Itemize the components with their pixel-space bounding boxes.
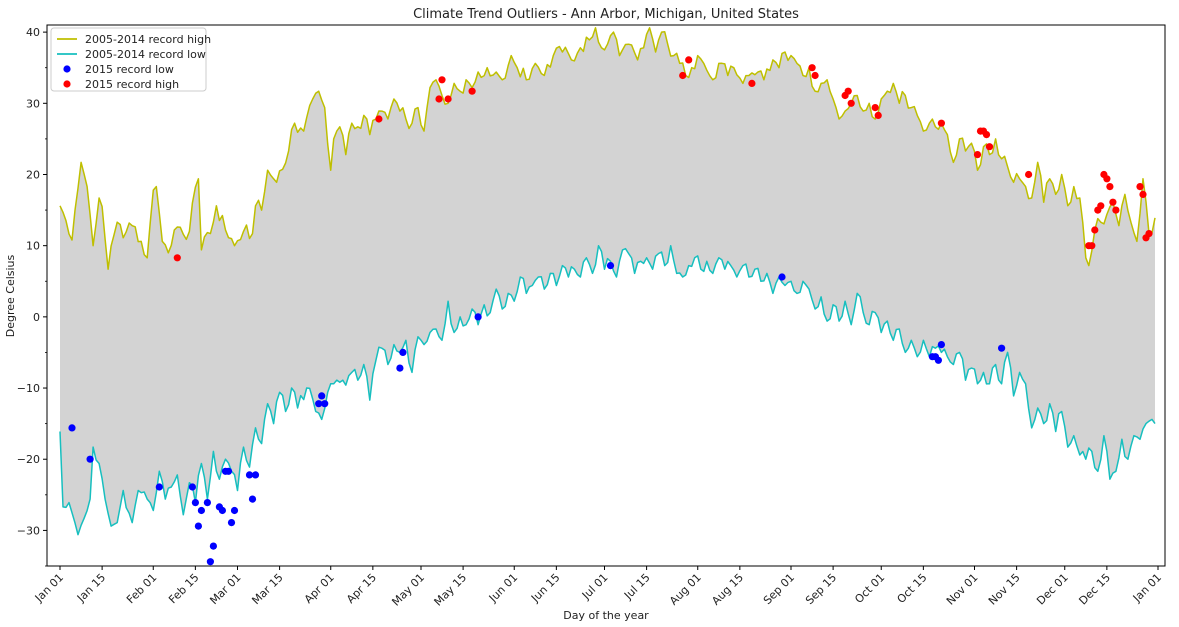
- y-tick-label: 0: [33, 311, 40, 324]
- record-high-2015-point: [468, 87, 476, 95]
- record-low-2015-point: [191, 499, 199, 507]
- record-high-2015-point: [874, 111, 882, 119]
- record-high-2015-point: [811, 71, 819, 80]
- record-low-2015-point: [245, 471, 254, 479]
- legend-marker-swatch: [63, 65, 71, 73]
- record-high-2015-point: [1103, 175, 1111, 183]
- x-axis-title: Day of the year: [563, 609, 649, 622]
- y-tick-label: −10: [17, 382, 40, 395]
- record-low-2015-point: [203, 499, 211, 507]
- record-high-2015-point: [1145, 230, 1153, 238]
- record-low-2015-point: [86, 455, 94, 463]
- record-low-2015-point: [218, 506, 226, 515]
- record-high-2015-point: [435, 95, 443, 103]
- record-low-2015-point: [606, 262, 615, 270]
- record-high-2015-point: [844, 87, 852, 95]
- chart-title: Climate Trend Outliers - Ann Arbor, Mich…: [413, 7, 799, 22]
- record-low-2015-point: [937, 341, 946, 349]
- legend-label: 2005-2014 record low: [85, 48, 206, 61]
- record-high-2015-point: [985, 143, 994, 151]
- record-low-2015-point: [227, 519, 236, 527]
- record-low-2015-point: [224, 467, 233, 475]
- plot-frame: [46, 24, 1166, 567]
- fill-between-band: [60, 27, 1155, 535]
- y-tick-label: 20: [26, 168, 40, 181]
- record-low-2015-point: [197, 506, 205, 515]
- record-low-2015-point: [315, 400, 323, 408]
- legend-box: [50, 27, 207, 92]
- record-high-line: [59, 27, 1156, 270]
- record-low-2015-point: [206, 558, 214, 566]
- y-axis-title: Degree Celsius: [4, 254, 17, 337]
- record-low-2015-point: [396, 364, 404, 372]
- record-high-2015-point: [444, 95, 452, 103]
- record-high-2015-point: [937, 119, 946, 127]
- y-tick-label: 10: [26, 240, 40, 253]
- legend-label: 2015 record low: [85, 63, 174, 76]
- record-low-2015-point: [230, 506, 239, 515]
- record-high-2015-point: [1091, 226, 1099, 234]
- record-high-2015-point: [1109, 198, 1117, 206]
- y-tick-label: 40: [26, 26, 40, 39]
- record-high-2015-point: [808, 64, 816, 72]
- record-high-2015-point: [1088, 242, 1096, 250]
- record-low-2015-point: [934, 356, 943, 364]
- record-low-2015-point: [188, 483, 196, 491]
- record-low-line: [59, 244, 1156, 536]
- record-high-2015-point: [973, 151, 982, 159]
- record-high-2015-point: [1097, 202, 1105, 210]
- record-low-2015-point: [998, 344, 1006, 352]
- record-low-2015-point: [399, 348, 407, 356]
- record-low-2015-point: [474, 313, 482, 321]
- record-high-2015-point: [1106, 183, 1114, 191]
- record-high-2015-point: [748, 79, 756, 87]
- record-high-2015-point: [1112, 206, 1120, 214]
- legend-label: 2015 record high: [85, 78, 179, 91]
- record-low-2015-point: [209, 542, 217, 550]
- legend: 2005-2014 record high 2005-2014 record lo…: [50, 27, 211, 92]
- y-tick-label: 30: [26, 97, 40, 110]
- record-high-2015-point: [871, 104, 879, 112]
- record-low-2015-point: [155, 483, 163, 491]
- record-high-2015-point: [982, 131, 991, 139]
- record-low-2015-point: [68, 424, 76, 432]
- y-tick-label: −30: [17, 524, 40, 537]
- record-high-2015-point: [679, 71, 687, 80]
- legend-label: 2005-2014 record high: [85, 33, 211, 46]
- record-low-2015-point: [194, 522, 202, 530]
- record-high-2015-point: [685, 56, 693, 64]
- record-high-2015-point: [1025, 170, 1033, 179]
- record-low-2015-point: [318, 392, 326, 400]
- record-low-2015-point: [248, 495, 257, 503]
- record-low-2015-point: [321, 400, 329, 408]
- plot-area: [59, 27, 1156, 566]
- record-high-2015-point: [173, 254, 181, 262]
- record-high-2015-point: [375, 115, 383, 123]
- record-low-2015-point: [778, 273, 786, 281]
- record-low-2015-point: [251, 471, 260, 479]
- record-high-2015-point: [1139, 190, 1147, 198]
- record-high-2015-point: [438, 76, 446, 84]
- record-high-2015-point: [1136, 183, 1144, 191]
- legend-marker-swatch: [63, 80, 71, 88]
- y-tick-label: −20: [17, 453, 40, 466]
- record-high-2015-point: [847, 99, 855, 107]
